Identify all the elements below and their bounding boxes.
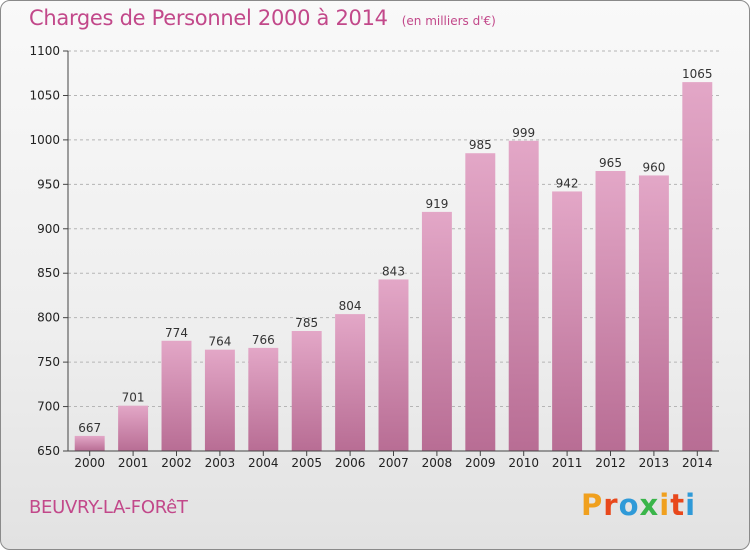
- bar-value-label: 843: [382, 264, 405, 278]
- x-tick-label: 2013: [639, 456, 670, 470]
- bar-value-label: 667: [78, 421, 101, 435]
- bar-value-label: 785: [295, 316, 318, 330]
- proxiti-logo: Proxiti: [581, 488, 696, 522]
- y-tick-label: 1050: [29, 88, 60, 102]
- bar-value-label: 999: [512, 126, 535, 140]
- town-name: BEUVRY-LA-FORêT: [29, 497, 188, 518]
- bar: [378, 279, 409, 451]
- x-tick-label: 2012: [595, 456, 626, 470]
- bar: [161, 340, 192, 451]
- bar: [291, 331, 322, 451]
- x-tick-label: 2003: [205, 456, 236, 470]
- bar: [248, 347, 279, 451]
- logo-letter: x: [639, 488, 660, 522]
- x-tick-label: 2009: [465, 456, 496, 470]
- bar: [118, 405, 149, 451]
- y-tick-label: 750: [37, 355, 60, 369]
- y-tick-label: 900: [37, 222, 60, 236]
- x-tick-label: 2004: [248, 456, 279, 470]
- logo-letter: i: [685, 488, 697, 522]
- bar: [335, 314, 366, 451]
- x-tick-label: 2006: [335, 456, 366, 470]
- x-tick-label: 2008: [422, 456, 453, 470]
- logo-letter: o: [618, 488, 640, 522]
- bar-value-label: 1065: [682, 67, 713, 81]
- bar: [508, 140, 539, 451]
- bar: [421, 211, 452, 451]
- y-tick-label: 1000: [29, 133, 60, 147]
- x-tick-label: 2014: [682, 456, 713, 470]
- bar: [465, 153, 496, 451]
- chart-title: Charges de Personnel 2000 à 2014: [29, 6, 388, 30]
- y-tick-label: 650: [37, 444, 60, 458]
- bar: [74, 435, 105, 451]
- bar-value-label: 985: [469, 138, 492, 152]
- y-tick-label: 800: [37, 311, 60, 325]
- axis-layer: 650 700 750 800 850 900 950 1000 1050 1100 2000 200…: [29, 44, 719, 470]
- x-tick-label: 2011: [552, 456, 583, 470]
- bar-value-label: 960: [642, 160, 665, 174]
- y-tick-label: 950: [37, 177, 60, 191]
- bar-value-label: 774: [165, 326, 188, 340]
- bar: [552, 191, 583, 451]
- bar-value-label: 942: [556, 176, 579, 190]
- x-tick-label: 2010: [508, 456, 539, 470]
- bar: [595, 171, 626, 451]
- bar-value-label: 766: [252, 333, 275, 347]
- bar: [204, 349, 235, 451]
- y-tick-label: 1100: [29, 44, 60, 58]
- x-tick-label: 2007: [378, 456, 409, 470]
- y-tick-label: 700: [37, 400, 60, 414]
- logo-letter: t: [670, 488, 686, 522]
- logo-letter: r: [603, 488, 619, 522]
- y-tick-label: 850: [37, 266, 60, 280]
- x-tick-label: 2005: [291, 456, 322, 470]
- logo-letter: P: [581, 488, 604, 522]
- bar: [682, 82, 713, 451]
- x-tick-label: 2001: [118, 456, 149, 470]
- x-tick-label: 2002: [161, 456, 192, 470]
- chart-title-row: Charges de Personnel 2000 à 2014 (en mill…: [29, 6, 496, 30]
- bar-layer: 667 701 774 764 766 785 804 843 919 985 999 942 965 9…: [74, 67, 713, 451]
- bar-value-label: 804: [339, 299, 362, 313]
- x-tick-label: 2000: [74, 456, 105, 470]
- chart-subtitle: (en milliers d'€): [401, 14, 496, 28]
- bar-value-label: 701: [122, 391, 145, 405]
- bar-value-label: 764: [208, 335, 231, 349]
- bar-value-label: 965: [599, 156, 622, 170]
- bar-value-label: 919: [425, 197, 448, 211]
- logo-letter: i: [659, 488, 671, 522]
- bar: [638, 175, 669, 451]
